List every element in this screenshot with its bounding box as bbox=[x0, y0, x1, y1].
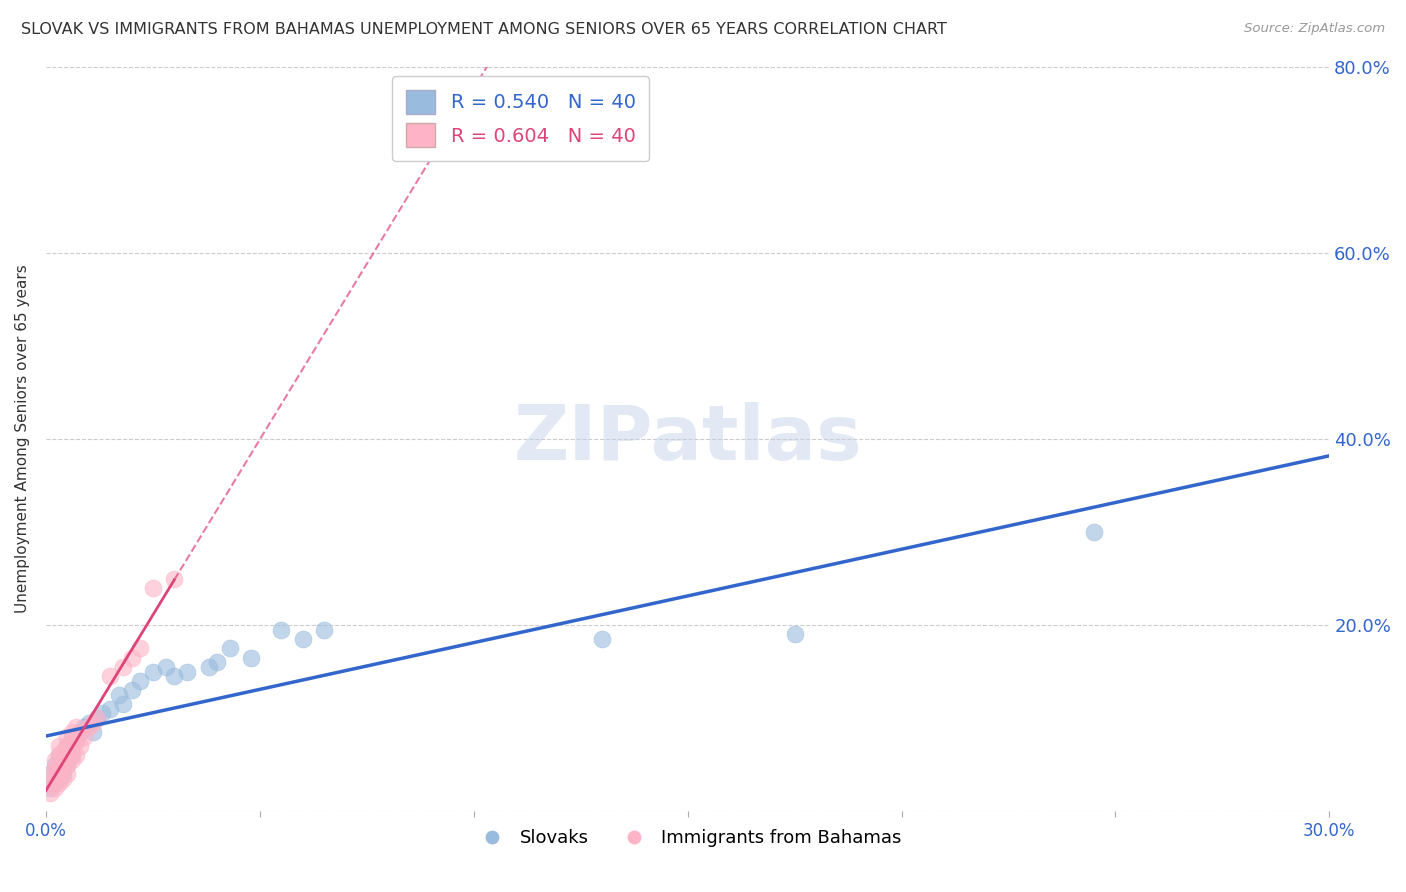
Point bbox=[48, 762, 70, 776]
Point bbox=[163, 572, 186, 586]
Point bbox=[90, 706, 112, 721]
Point bbox=[98, 669, 121, 683]
Point bbox=[312, 623, 335, 637]
Point bbox=[48, 772, 70, 786]
Point bbox=[52, 753, 75, 767]
Point bbox=[44, 780, 66, 795]
Point bbox=[86, 711, 108, 725]
Point bbox=[240, 650, 263, 665]
Point bbox=[98, 702, 121, 716]
Point bbox=[39, 767, 62, 781]
Point bbox=[39, 776, 62, 790]
Point bbox=[52, 753, 75, 767]
Point bbox=[56, 757, 79, 772]
Point bbox=[44, 762, 66, 776]
Point bbox=[60, 734, 83, 748]
Point bbox=[73, 720, 96, 734]
Point bbox=[39, 767, 62, 781]
Point bbox=[56, 748, 79, 763]
Point bbox=[56, 730, 79, 744]
Y-axis label: Unemployment Among Seniors over 65 years: Unemployment Among Seniors over 65 years bbox=[15, 265, 30, 614]
Text: ZIPatlas: ZIPatlas bbox=[513, 402, 862, 476]
Legend: Slovaks, Immigrants from Bahamas: Slovaks, Immigrants from Bahamas bbox=[467, 822, 908, 855]
Point bbox=[56, 739, 79, 753]
Point bbox=[65, 734, 87, 748]
Point bbox=[129, 641, 152, 656]
Point bbox=[56, 748, 79, 763]
Point bbox=[56, 739, 79, 753]
Point bbox=[56, 757, 79, 772]
Point bbox=[52, 762, 75, 776]
Point bbox=[48, 748, 70, 763]
Point bbox=[86, 711, 108, 725]
Point bbox=[291, 632, 314, 646]
Point bbox=[270, 623, 292, 637]
Point bbox=[69, 739, 91, 753]
Point bbox=[52, 767, 75, 781]
Point bbox=[219, 641, 242, 656]
Point bbox=[82, 725, 104, 739]
Point bbox=[60, 725, 83, 739]
Point bbox=[60, 753, 83, 767]
Point bbox=[48, 748, 70, 763]
Point bbox=[111, 660, 134, 674]
Point bbox=[111, 697, 134, 711]
Point bbox=[155, 660, 177, 674]
Point bbox=[60, 748, 83, 763]
Point bbox=[107, 688, 129, 702]
Point bbox=[60, 730, 83, 744]
Point bbox=[129, 673, 152, 688]
Point bbox=[77, 715, 100, 730]
Point bbox=[82, 715, 104, 730]
Point bbox=[65, 734, 87, 748]
Point bbox=[121, 650, 143, 665]
Point bbox=[1083, 524, 1105, 539]
Point bbox=[48, 776, 70, 790]
Point bbox=[163, 669, 186, 683]
Point bbox=[48, 767, 70, 781]
Point bbox=[65, 720, 87, 734]
Point bbox=[44, 757, 66, 772]
Point bbox=[77, 720, 100, 734]
Point bbox=[44, 776, 66, 790]
Point bbox=[44, 753, 66, 767]
Point bbox=[48, 739, 70, 753]
Point bbox=[142, 665, 165, 679]
Point bbox=[52, 772, 75, 786]
Point bbox=[39, 786, 62, 800]
Point bbox=[48, 757, 70, 772]
Point bbox=[73, 730, 96, 744]
Point bbox=[205, 655, 228, 669]
Point bbox=[69, 725, 91, 739]
Point bbox=[142, 581, 165, 595]
Text: SLOVAK VS IMMIGRANTS FROM BAHAMAS UNEMPLOYMENT AMONG SENIORS OVER 65 YEARS CORRE: SLOVAK VS IMMIGRANTS FROM BAHAMAS UNEMPL… bbox=[21, 22, 948, 37]
Point bbox=[591, 632, 613, 646]
Point bbox=[60, 744, 83, 758]
Point bbox=[56, 767, 79, 781]
Point bbox=[783, 627, 806, 641]
Text: Source: ZipAtlas.com: Source: ZipAtlas.com bbox=[1244, 22, 1385, 36]
Point bbox=[65, 748, 87, 763]
Point bbox=[121, 683, 143, 698]
Point bbox=[69, 725, 91, 739]
Point bbox=[197, 660, 219, 674]
Point bbox=[39, 780, 62, 795]
Point bbox=[44, 772, 66, 786]
Point bbox=[176, 665, 198, 679]
Point bbox=[52, 744, 75, 758]
